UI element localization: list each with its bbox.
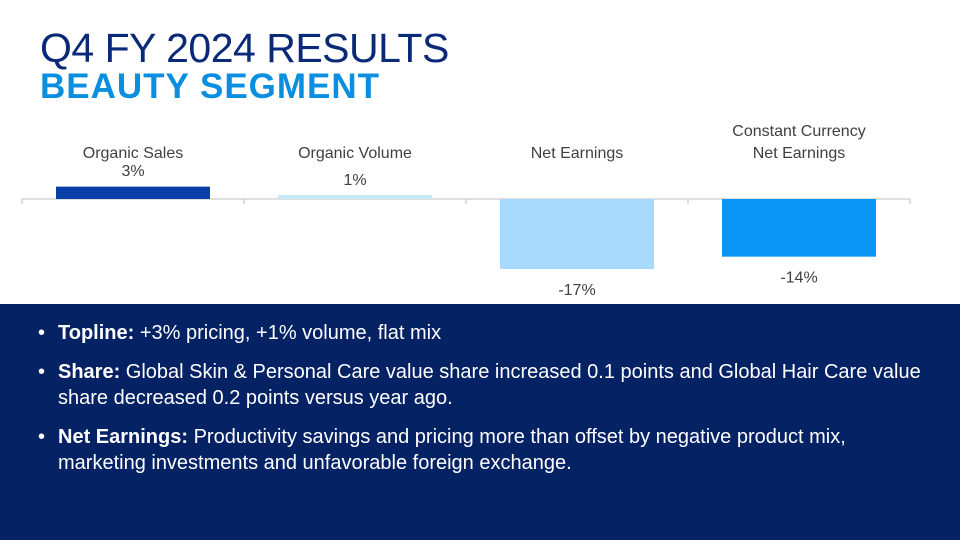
value-label: 1% [343, 172, 366, 189]
bar [278, 194, 432, 199]
bar [722, 199, 876, 257]
category-label: Net Earnings [753, 145, 846, 162]
highlights-panel: Topline: +3% pricing, +1% volume, flat m… [0, 304, 960, 540]
bullet-topline: Topline: +3% pricing, +1% volume, flat m… [38, 320, 930, 346]
bar [500, 199, 654, 270]
bullet-label: Share: [58, 361, 121, 383]
value-label: -17% [558, 282, 595, 299]
bullet-net-earnings: Net Earnings: Productivity savings and p… [38, 424, 930, 476]
category-label: Net Earnings [531, 145, 624, 162]
value-label: 3% [121, 163, 144, 180]
bullet-text: Global Skin & Personal Care value share … [58, 361, 921, 409]
bullet-share: Share: Global Skin & Personal Care value… [38, 359, 930, 411]
bar [56, 186, 210, 199]
bullet-text: Productivity savings and pricing more th… [58, 426, 846, 474]
page-subtitle: BEAUTY SEGMENT [40, 67, 381, 106]
bullet-label: Net Earnings: [58, 426, 189, 448]
category-label: Organic Volume [298, 145, 412, 162]
bullet-text: +3% pricing, +1% volume, flat mix [134, 322, 442, 344]
bullet-label: Topline: [58, 322, 135, 344]
value-label: -14% [780, 270, 817, 287]
category-label: Constant Currency [732, 123, 865, 140]
highlights-list: Topline: +3% pricing, +1% volume, flat m… [0, 304, 960, 476]
category-label: Organic Sales [83, 145, 184, 162]
page-title: Q4 FY 2024 RESULTS [40, 25, 449, 71]
